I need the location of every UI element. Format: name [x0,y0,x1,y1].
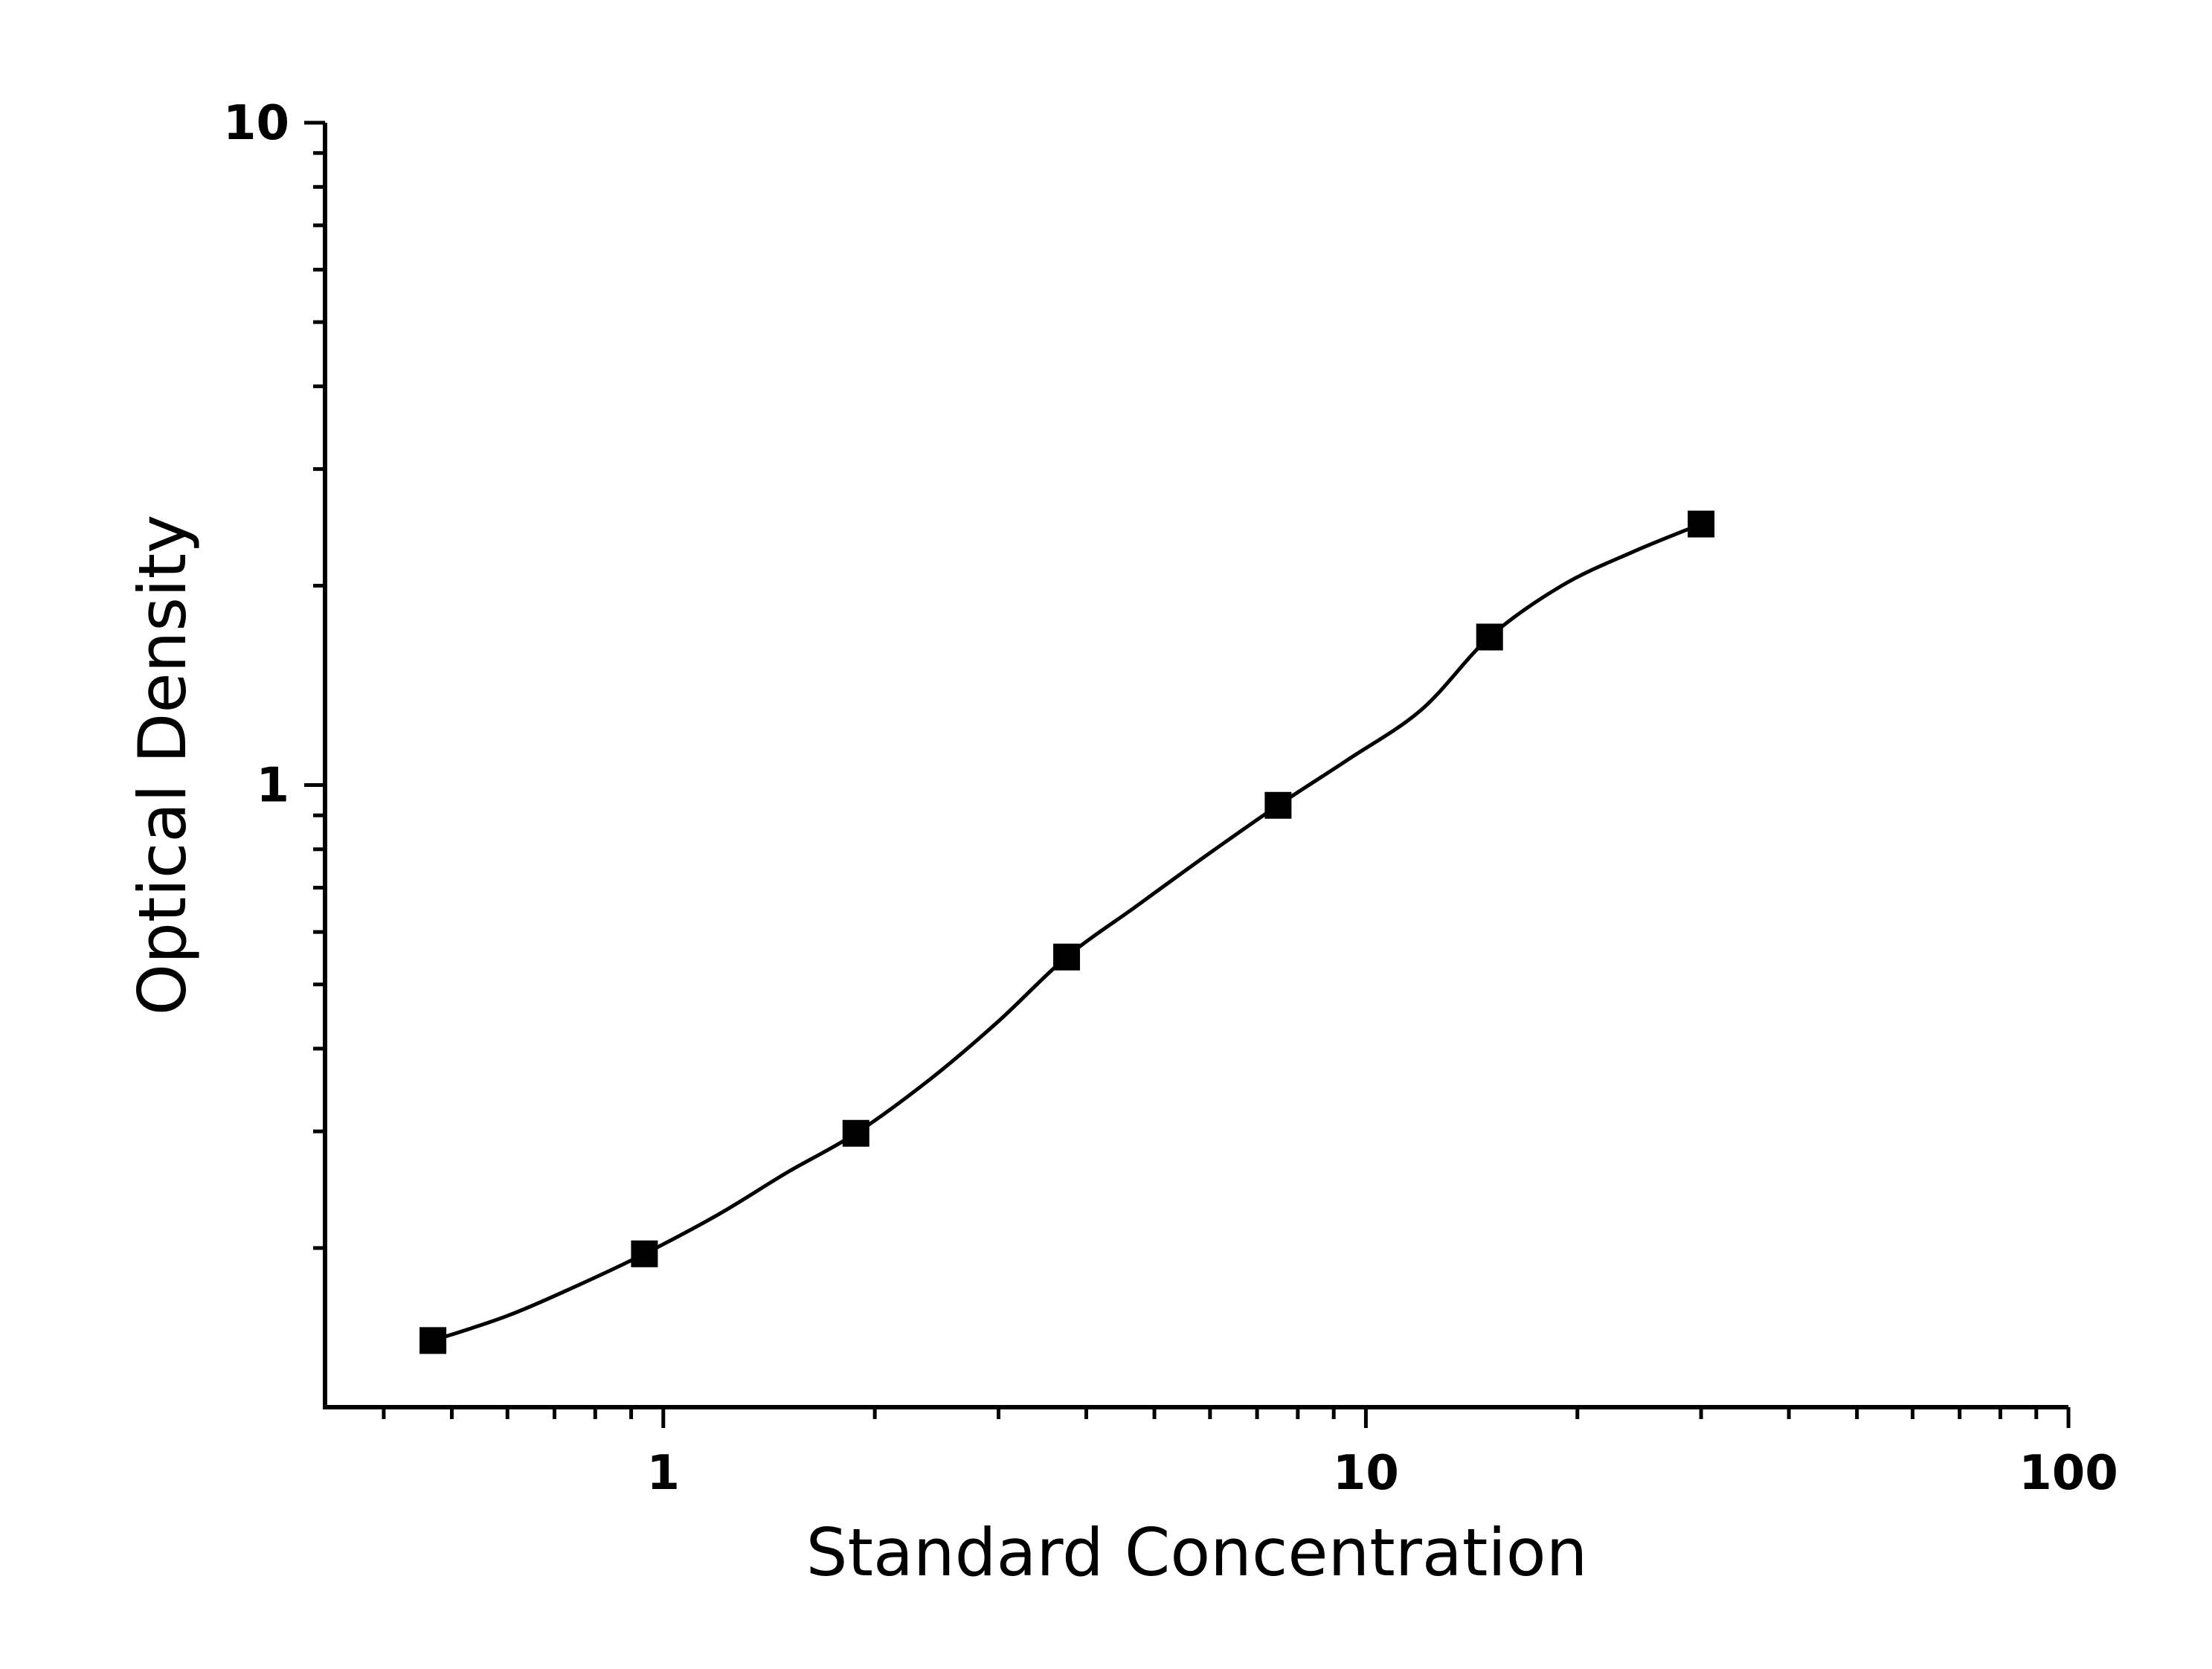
x-minor-ticks [382,1407,2039,1419]
data-points [419,510,1715,1354]
fit-curve [432,522,1703,1342]
y-tick-label: 10 [223,96,289,151]
y-tick-label: 1 [256,759,289,814]
y-major-ticks [304,120,325,788]
data-point [1476,623,1503,651]
y-axis-title: Optical Density [124,515,201,1015]
x-tick-label: 10 [1333,1446,1399,1501]
data-point [631,1240,658,1267]
data-point [419,1327,447,1354]
axes [323,123,2068,1409]
data-point [1688,510,1715,538]
x-major-ticks [661,1407,2071,1428]
y-minor-ticks [313,151,325,1250]
x-tick-label: 100 [2019,1446,2118,1501]
x-tick-label: 1 [647,1446,681,1501]
data-point [1053,943,1081,971]
x-axis-title: Standard Concentration [806,1514,1588,1591]
data-point [1264,791,1292,819]
data-point [842,1119,869,1147]
tick-labels: 1 10 1 10 100 [223,96,2118,1501]
